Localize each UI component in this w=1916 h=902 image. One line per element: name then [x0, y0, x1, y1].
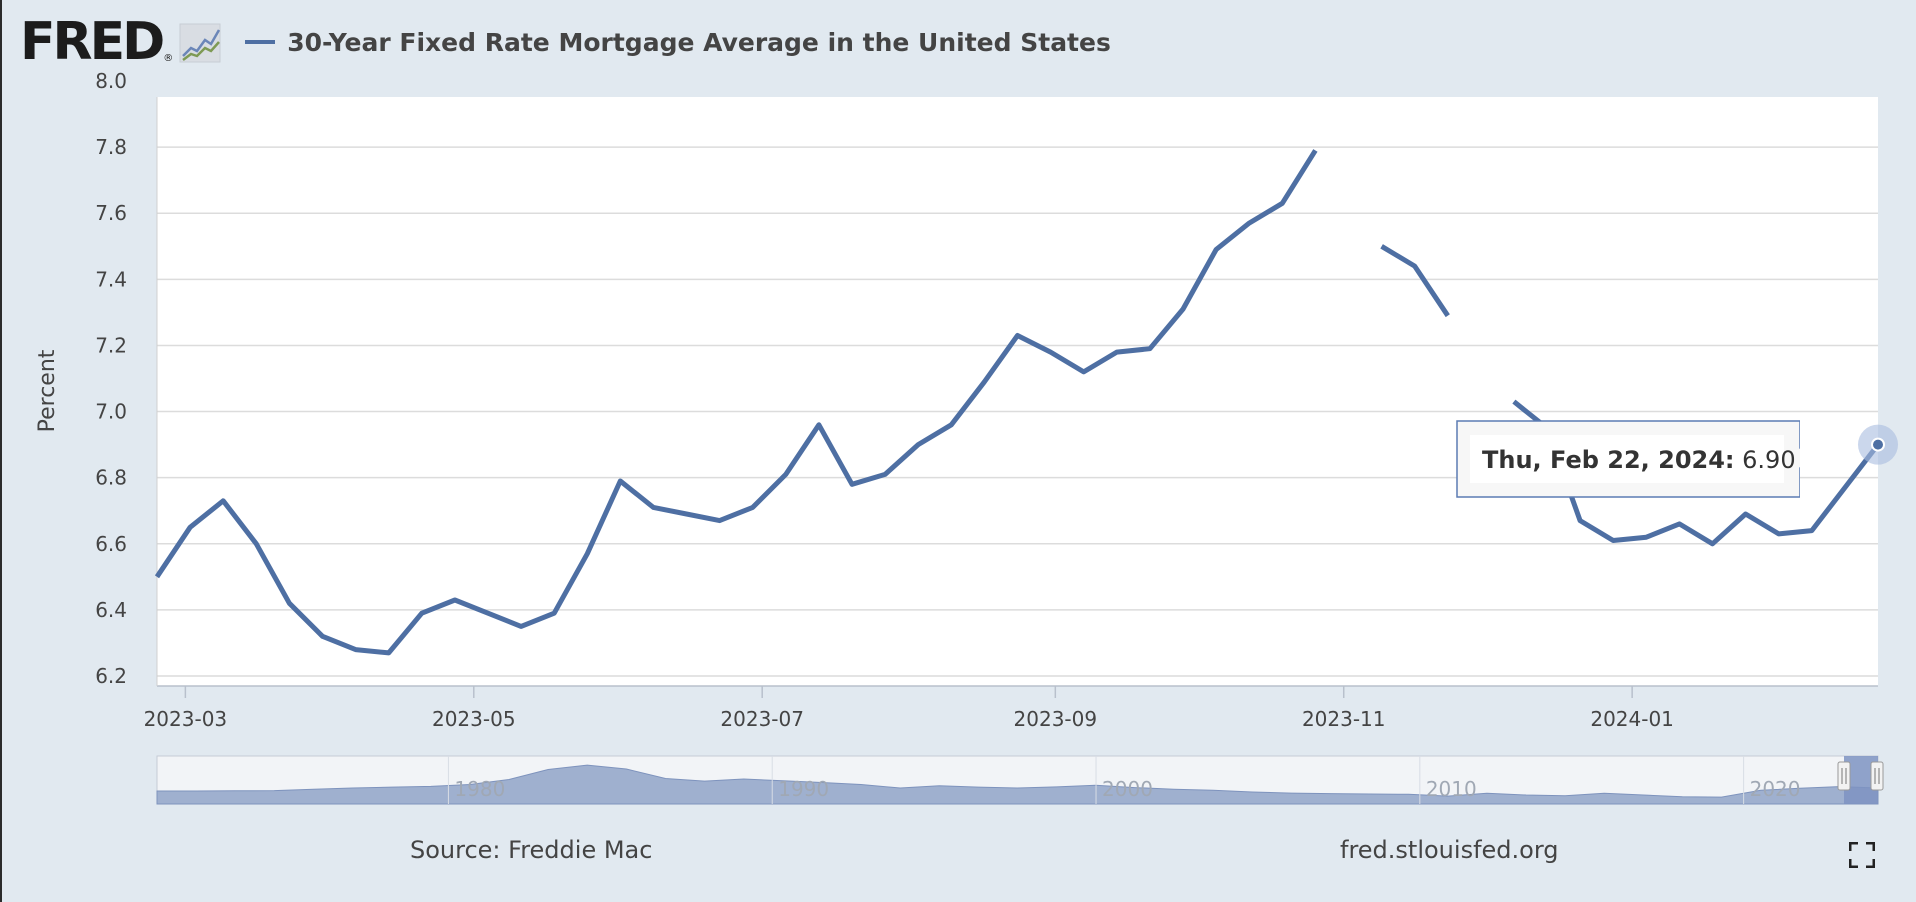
fred-logo[interactable]: FRED [20, 12, 165, 72]
x-tick-label: 2023-03 [144, 707, 228, 731]
x-axis-ticks: 2023-03 2023-05 2023-07 2023-09 2023-11 2024-… [144, 686, 1674, 731]
site-url[interactable]: fred.stlouisfed.org [1340, 836, 1559, 864]
y-axis-label: Percent [35, 349, 60, 432]
navigator-handle-left[interactable] [1837, 761, 1851, 791]
y-tick-label: 7.6 [95, 201, 127, 225]
y-tick-label: 7.8 [95, 135, 127, 159]
data-tooltip: Thu, Feb 22, 2024: 6.90 [1456, 420, 1800, 498]
tooltip-value: 6.90 [1742, 446, 1796, 474]
navigator-year-label: 2020 [1750, 777, 1801, 801]
navigator-year-label: 2000 [1102, 777, 1153, 801]
registered-mark: ® [163, 53, 174, 64]
series-segment [1380, 244, 1450, 318]
series-segment [154, 149, 1318, 656]
tooltip-text: Thu, Feb 22, 2024: 6.90 [1482, 446, 1796, 474]
fred-graph-icon [179, 23, 221, 63]
tooltip-date: Thu, Feb 22, 2024: [1482, 446, 1735, 474]
x-tick-label: 2023-05 [432, 707, 516, 731]
navigator-year-label: 1990 [778, 777, 829, 801]
y-tick-label: 8.0 [95, 69, 127, 93]
fullscreen-icon[interactable] [1849, 842, 1875, 868]
x-tick-label: 2023-11 [1302, 707, 1386, 731]
left-border [0, 0, 2, 902]
navigator-labels: 1980 1990 2000 2010 2020 [447, 756, 1801, 804]
source-text: Source: Freddie Mac [410, 836, 653, 864]
legend-swatch [245, 40, 276, 44]
chart-title: 30-Year Fixed Rate Mortgage Average in t… [287, 27, 1111, 57]
y-tick-label: 6.8 [95, 466, 127, 490]
hover-point [1871, 437, 1885, 452]
y-tick-label: 6.6 [95, 532, 127, 556]
hover-marker [1858, 424, 1898, 465]
navigator-year-label: 2010 [1426, 777, 1477, 801]
series-line[interactable] [154, 149, 1880, 656]
x-tick-label: 2024-01 [1590, 707, 1674, 731]
y-tick-label: 7.4 [95, 267, 127, 291]
y-tick-label: 6.2 [95, 664, 127, 688]
y-tick-label: 6.4 [95, 598, 127, 622]
x-tick-label: 2023-09 [1014, 707, 1098, 731]
plot-area [157, 97, 1878, 686]
tooltip-box [1456, 420, 1800, 498]
y-axis-ticks: 6.2 6.4 6.6 6.8 7.0 7.2 7.4 7.6 7.8 8.0 [95, 69, 127, 688]
y-tick-label: 7.2 [95, 333, 127, 357]
navigator-year-label: 1980 [454, 777, 505, 801]
x-tick-label: 2023-07 [720, 707, 804, 731]
navigator-series [156, 764, 1879, 805]
y-tick-label: 7.0 [95, 400, 127, 424]
navigator-handle-right[interactable] [1870, 761, 1884, 791]
series-segment [1512, 399, 1880, 547]
chart-header: FRED ® 30-Year Fixed Rate Mortgage Avera… [20, 14, 1111, 70]
